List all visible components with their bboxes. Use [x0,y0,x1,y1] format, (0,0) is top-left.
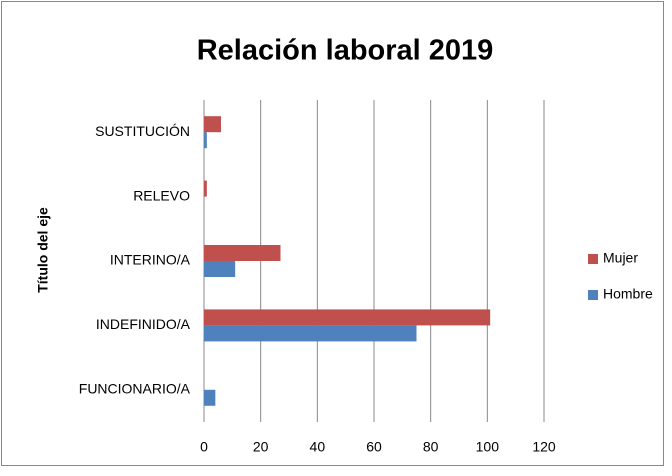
x-tick-label: 100 [476,439,500,455]
bar [204,389,216,406]
bar [204,261,236,277]
y-tick-label: FUNCIONARIO/A [79,381,191,397]
bar [204,309,491,326]
bar [204,245,281,261]
chart-border [1,1,664,466]
x-tick-label: 120 [532,439,556,455]
chart-title: Relación laboral 2019 [197,35,494,67]
bar [204,116,221,133]
x-tick-label: 0 [200,439,208,455]
x-tick-label: 80 [423,439,439,455]
legend-label: Mujer [603,250,638,266]
x-tick-label: 20 [253,439,269,455]
legend-swatch [588,254,598,264]
legend-label: Hombre [603,286,653,302]
legend-swatch [588,290,598,300]
bar [204,180,207,197]
axis-title: Título del eje [35,207,51,293]
y-tick-label: INDEFINIDO/A [96,316,191,332]
y-tick-label: RELEVO [133,187,190,203]
y-tick-label: SUSTITUCIÓN [95,123,190,139]
x-tick-label: 60 [366,439,382,455]
y-tick-label: INTERINO/A [110,252,191,268]
bar [204,325,417,342]
x-tick-label: 40 [310,439,326,455]
bar [204,132,207,149]
